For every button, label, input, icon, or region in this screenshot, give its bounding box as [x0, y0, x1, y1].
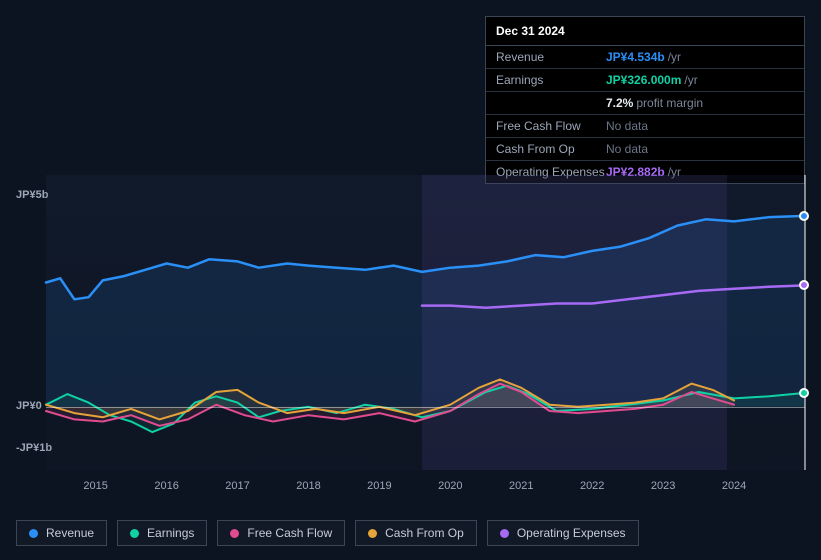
x-tick-label: 2017 [225, 480, 249, 492]
legend-item-fcf[interactable]: Free Cash Flow [217, 520, 345, 546]
plot-area[interactable] [46, 175, 805, 470]
zero-line [46, 407, 805, 408]
cursor-dot-revenue [799, 211, 809, 221]
legend-swatch [130, 529, 139, 538]
legend-item-revenue[interactable]: Revenue [16, 520, 107, 546]
tooltip-row-fcf: Free Cash Flow No data [486, 115, 804, 138]
legend: Revenue Earnings Free Cash Flow Cash From O… [16, 520, 639, 546]
cursor-dot-earnings [799, 388, 809, 398]
tooltip-value: JP¥326.000m/yr [606, 73, 794, 87]
tooltip-label: Free Cash Flow [496, 119, 606, 133]
tooltip-value: No data [606, 142, 794, 156]
tooltip-value: 7.2%profit margin [606, 96, 794, 110]
x-tick-label: 2015 [83, 480, 107, 492]
legend-label: Earnings [147, 526, 194, 540]
tooltip-label: Cash From Op [496, 142, 606, 156]
x-tick-label: 2021 [509, 480, 533, 492]
tooltip-date: Dec 31 2024 [486, 17, 804, 46]
tooltip-value: JP¥4.534b/yr [606, 50, 794, 64]
legend-swatch [368, 529, 377, 538]
legend-swatch [500, 529, 509, 538]
legend-label: Revenue [46, 526, 94, 540]
x-tick-label: 2020 [438, 480, 462, 492]
x-tick-label: 2022 [580, 480, 604, 492]
legend-label: Free Cash Flow [247, 526, 332, 540]
tooltip-label: Revenue [496, 50, 606, 64]
tooltip-row-earnings: Earnings JP¥326.000m/yr [486, 69, 804, 92]
chart[interactable]: JP¥5bJP¥0-JP¥1b 201520162017201820192020… [16, 160, 805, 500]
legend-item-opex[interactable]: Operating Expenses [487, 520, 639, 546]
x-tick-label: 2023 [651, 480, 675, 492]
legend-item-cfo[interactable]: Cash From Op [355, 520, 477, 546]
tooltip-row-cfo: Cash From Op No data [486, 138, 804, 161]
x-tick-label: 2018 [296, 480, 320, 492]
x-tick-label: 2024 [722, 480, 746, 492]
legend-label: Operating Expenses [517, 526, 626, 540]
chart-svg [46, 175, 805, 470]
tooltip-row-margin: 7.2%profit margin [486, 92, 804, 115]
legend-item-earnings[interactable]: Earnings [117, 520, 207, 546]
y-tick-label: JP¥5b [16, 189, 48, 201]
legend-swatch [29, 529, 38, 538]
x-tick-label: 2016 [154, 480, 178, 492]
legend-label: Cash From Op [385, 526, 464, 540]
tooltip-label: Earnings [496, 73, 606, 87]
tooltip-value: No data [606, 119, 794, 133]
x-tick-label: 2019 [367, 480, 391, 492]
cursor-dot-opex [799, 280, 809, 290]
tooltip-label [496, 96, 606, 110]
x-axis: 2015 2016 2017 2018 2019 2020 2021 2022 2023 2024 [46, 480, 805, 500]
tooltip-row-revenue: Revenue JP¥4.534b/yr [486, 46, 804, 69]
data-tooltip: Dec 31 2024 Revenue JP¥4.534b/yr Earning… [485, 16, 805, 184]
legend-swatch [230, 529, 239, 538]
y-tick-label: JP¥0 [16, 400, 42, 412]
